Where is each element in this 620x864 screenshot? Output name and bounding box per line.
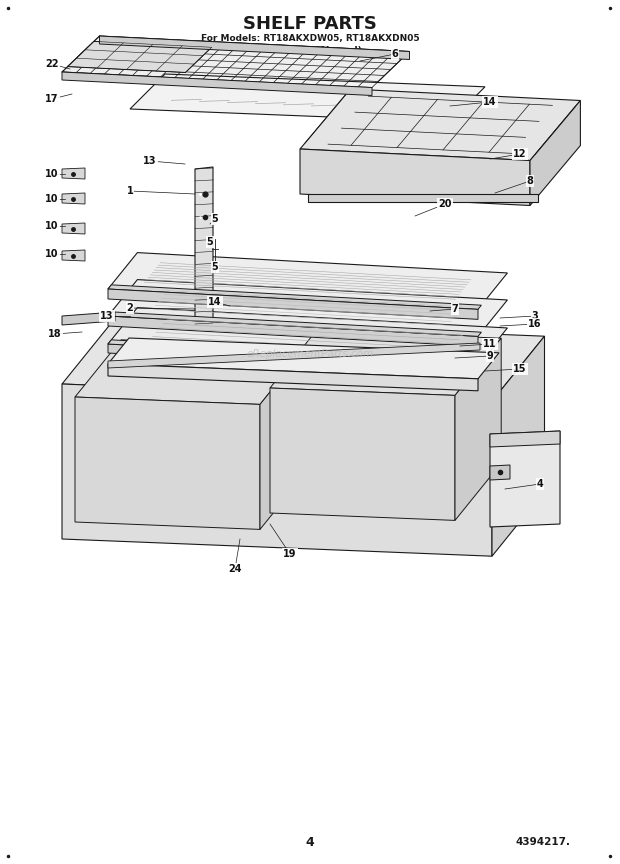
Polygon shape xyxy=(195,167,213,324)
Text: 13: 13 xyxy=(100,311,113,321)
Text: 7: 7 xyxy=(451,304,458,314)
Polygon shape xyxy=(62,193,85,204)
Text: For Models: RT18AKXDW05, RT18AKXDN05: For Models: RT18AKXDW05, RT18AKXDN05 xyxy=(201,35,419,43)
Text: 4: 4 xyxy=(537,479,543,489)
Polygon shape xyxy=(62,250,85,261)
Polygon shape xyxy=(108,280,507,336)
Polygon shape xyxy=(108,364,478,391)
Text: 10: 10 xyxy=(45,194,59,204)
Text: 10: 10 xyxy=(45,249,59,259)
Polygon shape xyxy=(530,100,580,206)
Polygon shape xyxy=(68,41,211,73)
Text: 24: 24 xyxy=(228,564,242,574)
Text: 11: 11 xyxy=(483,339,497,349)
Text: 8: 8 xyxy=(526,176,533,186)
Text: SHELF PARTS: SHELF PARTS xyxy=(243,15,377,33)
Text: 18: 18 xyxy=(48,329,62,339)
Text: 4394217.: 4394217. xyxy=(515,837,570,847)
Text: 17: 17 xyxy=(45,94,59,104)
Polygon shape xyxy=(108,338,499,378)
Text: 16: 16 xyxy=(528,319,542,329)
Polygon shape xyxy=(62,223,85,234)
Text: 12: 12 xyxy=(513,149,527,159)
Text: 2: 2 xyxy=(126,303,133,313)
Polygon shape xyxy=(108,312,481,336)
Polygon shape xyxy=(260,347,306,530)
Polygon shape xyxy=(108,340,481,365)
Polygon shape xyxy=(270,388,455,520)
Polygon shape xyxy=(490,431,560,447)
Polygon shape xyxy=(62,384,492,556)
Text: 5: 5 xyxy=(211,262,218,272)
Text: 14: 14 xyxy=(208,297,222,307)
Polygon shape xyxy=(108,316,478,346)
Text: 15: 15 xyxy=(513,364,527,374)
Polygon shape xyxy=(300,89,580,161)
Polygon shape xyxy=(62,168,85,179)
Polygon shape xyxy=(75,340,306,404)
Text: 1: 1 xyxy=(126,186,133,196)
Polygon shape xyxy=(308,194,538,202)
Text: (White)      (Almond): (White) (Almond) xyxy=(258,46,362,54)
Polygon shape xyxy=(108,308,507,365)
Text: eReplacementParts.com: eReplacementParts.com xyxy=(246,349,374,359)
Polygon shape xyxy=(62,312,115,325)
Text: 22: 22 xyxy=(45,59,59,69)
Text: 4: 4 xyxy=(306,835,314,848)
Text: 9: 9 xyxy=(487,351,494,361)
Polygon shape xyxy=(492,336,544,556)
Polygon shape xyxy=(62,319,544,401)
Text: 10: 10 xyxy=(45,221,59,231)
Polygon shape xyxy=(490,431,560,527)
Polygon shape xyxy=(108,344,478,373)
Text: 13: 13 xyxy=(143,156,157,166)
Polygon shape xyxy=(270,331,501,396)
Polygon shape xyxy=(108,343,480,368)
Text: 19: 19 xyxy=(283,549,297,559)
Polygon shape xyxy=(455,338,501,520)
Text: 5: 5 xyxy=(206,237,213,247)
Text: 20: 20 xyxy=(438,199,452,209)
Text: 3: 3 xyxy=(531,311,538,321)
Polygon shape xyxy=(108,285,481,309)
Text: 5: 5 xyxy=(211,214,218,224)
Polygon shape xyxy=(108,252,507,309)
Polygon shape xyxy=(300,149,530,206)
Text: 6: 6 xyxy=(392,49,399,59)
Polygon shape xyxy=(62,72,372,96)
Polygon shape xyxy=(130,74,485,122)
Text: 14: 14 xyxy=(483,97,497,107)
Polygon shape xyxy=(99,36,409,60)
Polygon shape xyxy=(75,397,260,530)
Text: 10: 10 xyxy=(45,169,59,179)
Polygon shape xyxy=(62,36,409,87)
Polygon shape xyxy=(490,465,510,480)
Polygon shape xyxy=(108,289,478,320)
